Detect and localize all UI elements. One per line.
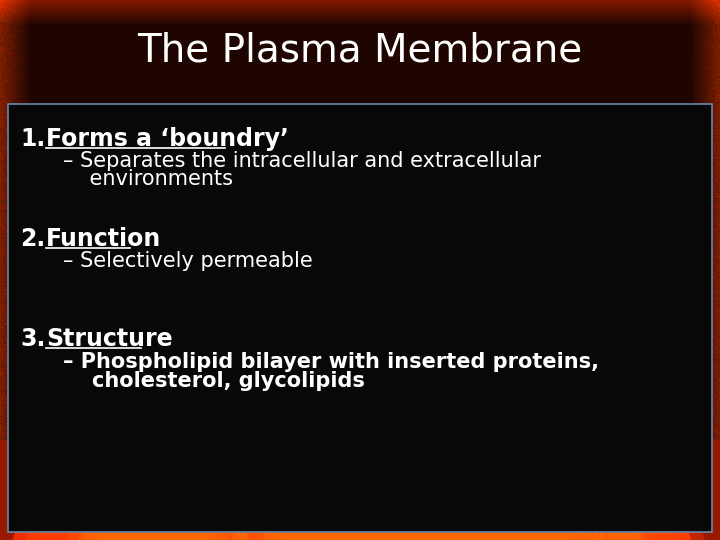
- Text: Forms a ‘boundry’: Forms a ‘boundry’: [46, 127, 289, 151]
- Text: 1.: 1.: [20, 127, 45, 151]
- Text: Function: Function: [46, 227, 161, 251]
- Text: – Separates the intracellular and extracellular: – Separates the intracellular and extrac…: [63, 151, 541, 171]
- Text: environments: environments: [63, 169, 233, 189]
- Text: cholesterol, glycolipids: cholesterol, glycolipids: [63, 371, 365, 391]
- Text: 3.: 3.: [20, 327, 45, 351]
- FancyBboxPatch shape: [8, 104, 712, 532]
- Text: The Plasma Membrane: The Plasma Membrane: [138, 31, 582, 69]
- Text: Structure: Structure: [46, 327, 173, 351]
- Text: – Selectively permeable: – Selectively permeable: [63, 251, 312, 271]
- Text: 2.: 2.: [20, 227, 45, 251]
- Text: – Phospholipid bilayer with inserted proteins,: – Phospholipid bilayer with inserted pro…: [63, 352, 599, 372]
